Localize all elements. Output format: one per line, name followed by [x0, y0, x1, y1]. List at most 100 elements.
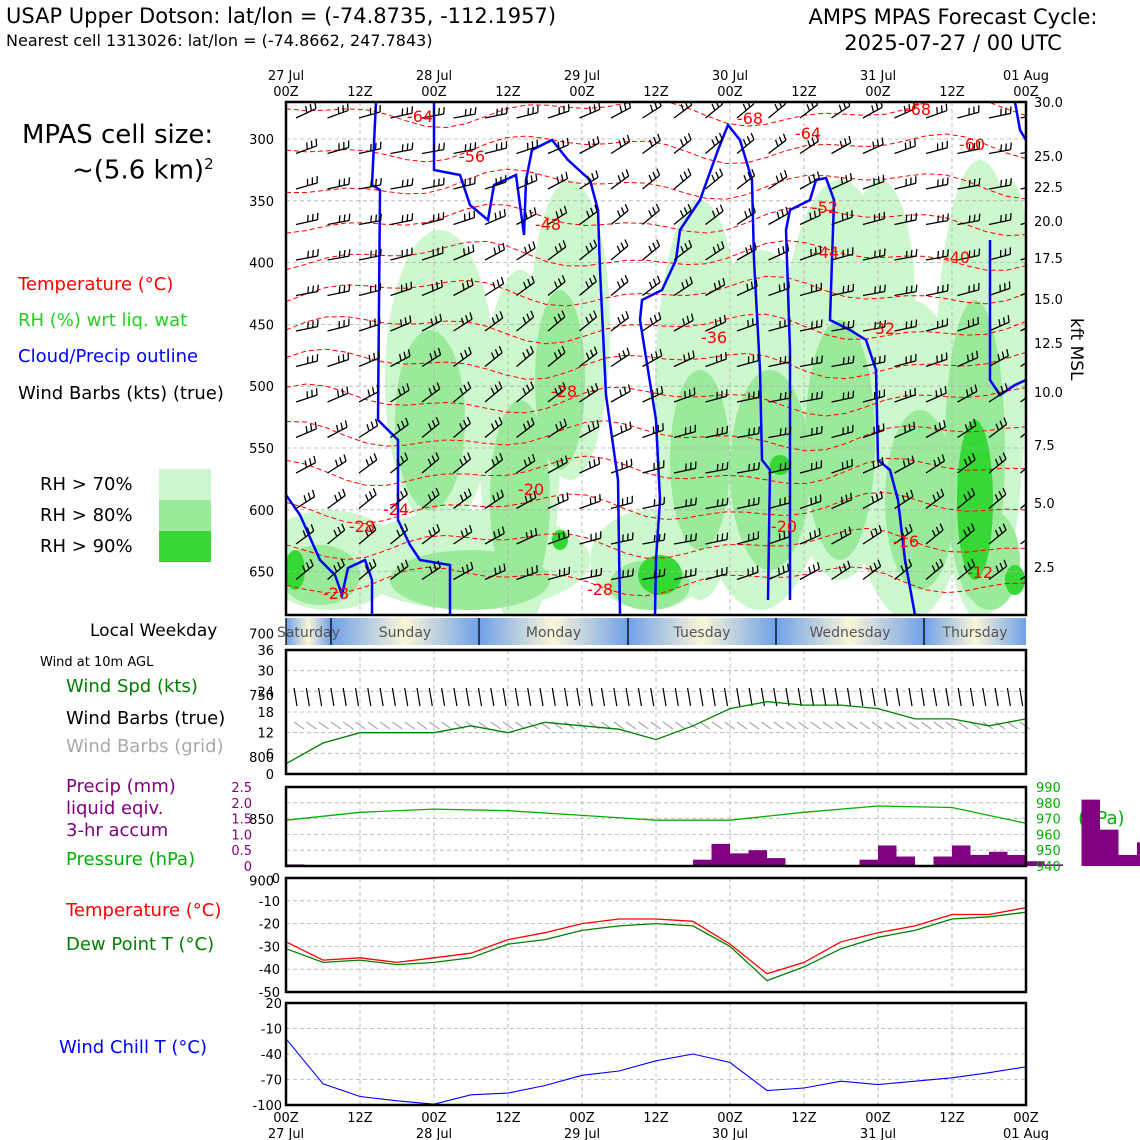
- wind-barb-true: [933, 687, 938, 707]
- wind-barb: [453, 488, 472, 510]
- precip-bar: [1100, 829, 1119, 866]
- wind-barb: [547, 240, 567, 261]
- wind-barb: [831, 355, 855, 368]
- wind-barb-grid: [650, 721, 662, 730]
- wind-barb: [610, 347, 630, 368]
- time-tick-hour-top: 00Z: [273, 85, 299, 100]
- wind-barb: [484, 489, 504, 510]
- temp-tick-label: 0: [272, 872, 280, 887]
- wind-barb: [453, 312, 473, 332]
- wind-barb-true: [404, 687, 409, 707]
- wind-barb: [925, 318, 949, 332]
- wind-barb: [831, 492, 853, 510]
- height-tick-label: 20.0: [1034, 215, 1063, 230]
- wind-tick-label: 6: [266, 747, 274, 762]
- wind-barb: [957, 248, 981, 261]
- wind-barb: [295, 524, 315, 545]
- wind-barb: [957, 141, 981, 155]
- wind-barb: [988, 349, 1009, 368]
- wind-barb: [327, 249, 351, 261]
- wind-barb: [390, 281, 413, 297]
- wind-barb: [295, 421, 317, 439]
- wind-barb-true: [354, 687, 360, 707]
- height-tick-label: 22.5: [1034, 181, 1063, 196]
- temperature-contour-label: -56: [459, 147, 485, 166]
- time-tick-hour-top: 00Z: [569, 85, 595, 100]
- precip-bar: [1026, 861, 1045, 866]
- wind-barb: [547, 455, 568, 474]
- wind-barb: [579, 204, 598, 226]
- wind-barb: [453, 278, 474, 297]
- wind-barb-grid: [490, 721, 502, 730]
- wind-barb: [831, 320, 855, 332]
- wind-barb: [484, 381, 503, 403]
- wind-barb-true: [527, 687, 532, 707]
- wind-barb: [358, 384, 380, 403]
- wind-barb: [327, 177, 351, 190]
- wind-barb: [988, 523, 1007, 545]
- wind-barb: [673, 568, 697, 581]
- wind-barb: [705, 352, 727, 368]
- precip-bar: [896, 856, 915, 866]
- rh90-area: [286, 550, 305, 590]
- wind-tick-label: 12: [257, 727, 274, 742]
- cell-size-value: ~(5.6 km)2: [72, 155, 214, 186]
- wind-barb-true: [810, 687, 815, 707]
- wind-barb: [642, 168, 661, 190]
- wind-barb: [799, 391, 823, 403]
- wind-barb: [516, 275, 535, 297]
- wind-barb-grid: [588, 721, 600, 730]
- wind-barb: [516, 381, 535, 403]
- wind-barb: [295, 176, 318, 190]
- wind-barb: [673, 387, 696, 403]
- wind-barb: [484, 106, 508, 119]
- wind-barb: [768, 133, 787, 155]
- wind-barb: [831, 210, 853, 226]
- precip-bar: [748, 850, 767, 866]
- wind-barb: [768, 354, 792, 368]
- wind-barb-grid: [1007, 721, 1018, 730]
- wind-barb: [988, 452, 1007, 474]
- wind-barb: [673, 132, 692, 155]
- rh80-area: [390, 550, 550, 610]
- wind-barb: [610, 384, 631, 403]
- pressure-tick-label: 300: [249, 133, 274, 148]
- wind-barb-true: [477, 687, 483, 707]
- wind-barb: [705, 425, 729, 439]
- wind-barb: [421, 382, 441, 403]
- wind-barb-true: [391, 687, 396, 707]
- wind-barb: [1020, 432, 1026, 439]
- wind-barb: [925, 284, 949, 297]
- time-tick-hour-top: 00Z: [865, 85, 891, 100]
- temperature-line: [285, 906, 1027, 975]
- wind-barb-grid: [392, 721, 403, 730]
- wind-barb: [862, 137, 884, 155]
- precip-bar: [859, 859, 878, 866]
- wind-barb-grid: [834, 721, 846, 730]
- wind-barb-grid: [330, 721, 342, 730]
- weekday-name: Saturday: [277, 625, 340, 641]
- pressure-tick-label: 600: [249, 504, 274, 519]
- wind-barb: [295, 212, 319, 226]
- wind-tick-label: 36: [257, 644, 274, 659]
- wind-barb-true: [293, 687, 298, 707]
- wind-barb-true: [748, 687, 753, 707]
- wind-barb: [547, 274, 566, 297]
- wind-barb-true: [428, 687, 433, 707]
- pressure-tick-label: 350: [249, 195, 274, 210]
- cell-size-label: MPAS cell size:: [22, 120, 214, 150]
- wind-barb: [516, 241, 536, 261]
- precip-label-3: 3-hr accum: [66, 820, 169, 841]
- cloud-outline: [784, 176, 917, 615]
- wind-barb: [736, 426, 760, 439]
- wind-barb: [642, 496, 666, 510]
- wind-barb-true: [797, 687, 802, 707]
- wind-barb: [295, 248, 319, 261]
- rh90-swatch: [159, 531, 211, 562]
- wind-barb: [579, 102, 601, 119]
- chill-tick-label: -100: [252, 1099, 282, 1114]
- time-tick-hour-bottom: 00Z: [865, 1111, 891, 1126]
- wind-tick-label: 0: [266, 768, 274, 783]
- wind-barb: [1020, 327, 1026, 332]
